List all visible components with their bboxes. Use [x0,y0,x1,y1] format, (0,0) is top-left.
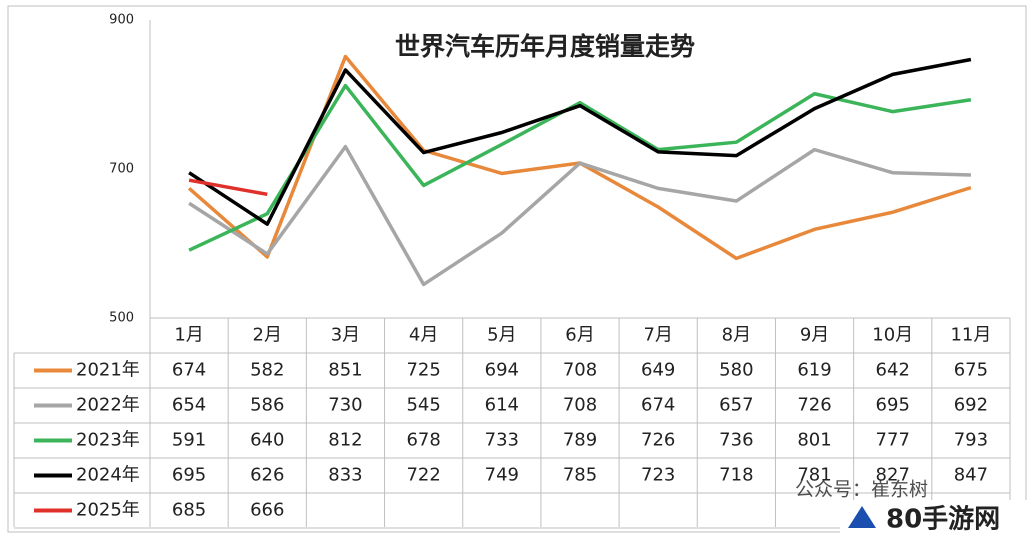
table-value: 708 [563,360,597,381]
table-value: 777 [876,430,910,451]
logo-background [840,500,1034,544]
table-value: 692 [954,395,988,416]
legend-label: 2021年 [76,360,140,381]
table-value: 674 [641,395,675,416]
x-tick-label: 2月 [253,325,282,346]
table-value: 722 [406,465,440,486]
table-value: 685 [172,500,206,521]
table-value: 580 [719,360,753,381]
table-value: 678 [406,430,440,451]
table-value: 695 [172,465,206,486]
y-tick-label: 900 [109,13,134,28]
logo: 80手游网 [886,505,1000,535]
x-tick-label: 11月 [950,325,991,346]
chart-title: 世界汽车历年月度销量走势 [395,32,695,61]
legend-label: 2025年 [76,500,140,521]
table-value: 785 [563,465,597,486]
table-value: 827 [876,465,910,486]
chart-frame [7,5,1027,533]
table-value: 582 [250,360,284,381]
table-value: 733 [485,430,519,451]
table-value: 619 [797,360,831,381]
legend-label: 2024年 [76,465,140,486]
table-value: 614 [485,395,519,416]
table-value: 812 [328,430,362,451]
table-value: 695 [876,395,910,416]
table-value: 654 [172,395,206,416]
x-tick-label: 4月 [409,325,438,346]
x-tick-label: 3月 [331,325,360,346]
table-value: 718 [719,465,753,486]
table-value: 649 [641,360,675,381]
table-value: 726 [797,395,831,416]
table-value: 793 [954,430,988,451]
table-value: 657 [719,395,753,416]
table-value: 781 [797,465,831,486]
table-value: 851 [328,360,362,381]
logo-icon [848,506,876,528]
table-value: 725 [406,360,440,381]
y-tick-label: 700 [109,162,134,177]
table-value: 847 [954,465,988,486]
table-value: 749 [485,465,519,486]
x-tick-label: 1月 [174,325,203,346]
table-value: 591 [172,430,206,451]
table-value: 708 [563,395,597,416]
table-value: 694 [485,360,519,381]
table-value: 666 [250,500,284,521]
x-tick-label: 7月 [643,325,672,346]
series-line [188,178,268,197]
legend-label: 2023年 [76,430,140,451]
table-value: 801 [797,430,831,451]
x-tick-label: 6月 [565,325,594,346]
table-value: 730 [328,395,362,416]
x-tick-label: 9月 [800,325,829,346]
table-value: 675 [954,360,988,381]
x-tick-label: 5月 [487,325,516,346]
table-value: 723 [641,465,675,486]
series-line [188,144,971,287]
table-value: 726 [641,430,675,451]
watermark: 公众号：崔东树 [795,479,928,501]
table-value: 674 [172,360,206,381]
series-line [188,83,972,252]
legend-label: 2022年 [76,395,140,416]
table-value: 586 [250,395,284,416]
x-tick-label: 10月 [872,325,913,346]
table-value: 642 [876,360,910,381]
y-tick-label: 500 [109,311,134,326]
table-value: 640 [250,430,284,451]
table-value: 626 [250,465,284,486]
table-value: 545 [406,395,440,416]
series-line [188,57,972,226]
table-value: 789 [563,430,597,451]
table-value: 736 [719,430,753,451]
table-value: 833 [328,465,362,486]
x-tick-label: 8月 [722,325,751,346]
